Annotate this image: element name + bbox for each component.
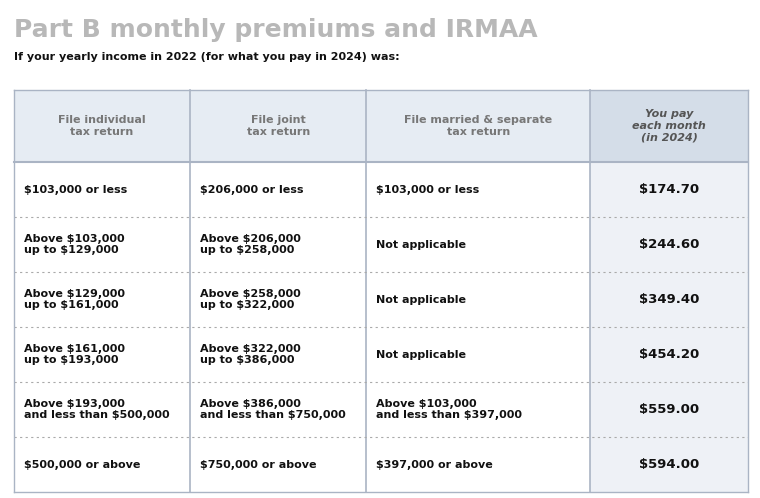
Text: $750,000 or above: $750,000 or above — [200, 460, 317, 470]
Text: Above $193,000
and less than $500,000: Above $193,000 and less than $500,000 — [24, 399, 169, 420]
Text: $103,000 or less: $103,000 or less — [376, 184, 480, 195]
Text: Not applicable: Not applicable — [376, 350, 467, 360]
Text: $244.60: $244.60 — [639, 238, 699, 251]
Text: Above $386,000
and less than $750,000: Above $386,000 and less than $750,000 — [200, 399, 346, 420]
Text: $454.20: $454.20 — [639, 348, 699, 361]
Text: Above $129,000
up to $161,000: Above $129,000 up to $161,000 — [24, 289, 125, 310]
Text: Above $103,000
up to $129,000: Above $103,000 up to $129,000 — [24, 234, 125, 255]
Bar — [14, 162, 591, 492]
Text: File joint
tax return: File joint tax return — [246, 115, 310, 137]
Bar — [591, 90, 748, 162]
Bar — [14, 90, 591, 162]
Text: $174.70: $174.70 — [639, 183, 699, 196]
Text: $206,000 or less: $206,000 or less — [200, 184, 304, 195]
Text: You pay
each month
(in 2024): You pay each month (in 2024) — [632, 110, 706, 142]
Text: $103,000 or less: $103,000 or less — [24, 184, 127, 195]
Text: Above $258,000
up to $322,000: Above $258,000 up to $322,000 — [200, 289, 301, 310]
Text: Not applicable: Not applicable — [376, 240, 467, 249]
Text: Above $206,000
up to $258,000: Above $206,000 up to $258,000 — [200, 234, 301, 255]
Text: $594.00: $594.00 — [639, 458, 699, 471]
Text: Above $103,000
and less than $397,000: Above $103,000 and less than $397,000 — [376, 399, 522, 420]
Text: File married & separate
tax return: File married & separate tax return — [404, 115, 553, 137]
Text: Not applicable: Not applicable — [376, 294, 467, 304]
Text: Above $322,000
up to $386,000: Above $322,000 up to $386,000 — [200, 344, 301, 366]
Text: Above $161,000
up to $193,000: Above $161,000 up to $193,000 — [24, 344, 125, 366]
Text: If your yearly income in 2022 (for what you pay in 2024) was:: If your yearly income in 2022 (for what … — [14, 52, 400, 62]
Text: $559.00: $559.00 — [639, 403, 699, 416]
Bar — [591, 162, 748, 492]
Text: File individual
tax return: File individual tax return — [59, 115, 146, 137]
Text: $500,000 or above: $500,000 or above — [24, 460, 141, 470]
Text: $349.40: $349.40 — [639, 293, 699, 306]
Text: $397,000 or above: $397,000 or above — [376, 460, 493, 470]
Text: Part B monthly premiums and IRMAA: Part B monthly premiums and IRMAA — [14, 18, 537, 42]
